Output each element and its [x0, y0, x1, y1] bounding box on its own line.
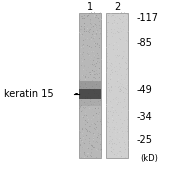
FancyBboxPatch shape	[79, 89, 101, 99]
Text: -49: -49	[137, 85, 153, 95]
Text: -25: -25	[137, 135, 153, 145]
FancyBboxPatch shape	[79, 13, 101, 158]
Text: (kD): (kD)	[140, 154, 158, 163]
Text: 2: 2	[114, 2, 120, 12]
Text: 1: 1	[87, 2, 93, 12]
FancyBboxPatch shape	[79, 81, 101, 89]
Text: -34: -34	[137, 112, 153, 122]
FancyBboxPatch shape	[79, 99, 101, 106]
Text: -117: -117	[137, 13, 159, 23]
Text: keratin 15: keratin 15	[4, 89, 53, 99]
FancyBboxPatch shape	[106, 13, 128, 158]
Text: -85: -85	[137, 38, 153, 48]
